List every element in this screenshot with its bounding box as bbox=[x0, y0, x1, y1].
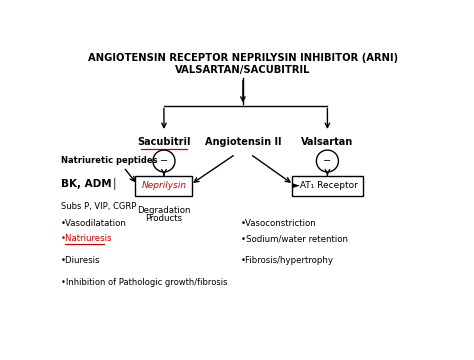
Text: Angiotensin II: Angiotensin II bbox=[205, 136, 281, 147]
Bar bbox=[292, 176, 363, 196]
Text: •Fibrosis/hypertrophy: •Fibrosis/hypertrophy bbox=[241, 256, 334, 265]
Ellipse shape bbox=[316, 150, 338, 172]
Text: Valsartan: Valsartan bbox=[301, 136, 354, 147]
Ellipse shape bbox=[153, 150, 175, 172]
Text: Natriuretic peptides: Natriuretic peptides bbox=[61, 156, 157, 165]
Text: ANGIOTENSIN RECEPTOR NEPRILYSIN INHIBITOR (ARNI): ANGIOTENSIN RECEPTOR NEPRILYSIN INHIBITO… bbox=[88, 53, 398, 63]
Text: •Vasodilatation: •Vasodilatation bbox=[61, 219, 127, 228]
Text: −: − bbox=[323, 156, 331, 166]
Bar bbox=[136, 176, 192, 196]
Text: ►AT₁ Receptor: ►AT₁ Receptor bbox=[293, 181, 358, 190]
Text: •Vasoconstriction: •Vasoconstriction bbox=[241, 219, 317, 228]
Text: Subs P, VIP, CGRP: Subs P, VIP, CGRP bbox=[61, 202, 137, 211]
Text: Neprilysin: Neprilysin bbox=[141, 181, 186, 190]
Text: BK, ADM│: BK, ADM│ bbox=[61, 177, 118, 189]
Text: Products: Products bbox=[146, 214, 182, 223]
Text: •Inhibition of Pathologic growth/fibrosis: •Inhibition of Pathologic growth/fibrosi… bbox=[61, 279, 228, 288]
Text: Degradation: Degradation bbox=[137, 206, 191, 215]
Text: •Diuresis: •Diuresis bbox=[61, 256, 100, 265]
Text: Sacubitril: Sacubitril bbox=[137, 136, 191, 147]
Text: •Sodium/water retention: •Sodium/water retention bbox=[241, 234, 348, 243]
Text: •Natriuresis: •Natriuresis bbox=[61, 234, 113, 243]
Text: VALSARTAN/SACUBITRIL: VALSARTAN/SACUBITRIL bbox=[175, 64, 310, 75]
Text: −: − bbox=[160, 156, 168, 166]
